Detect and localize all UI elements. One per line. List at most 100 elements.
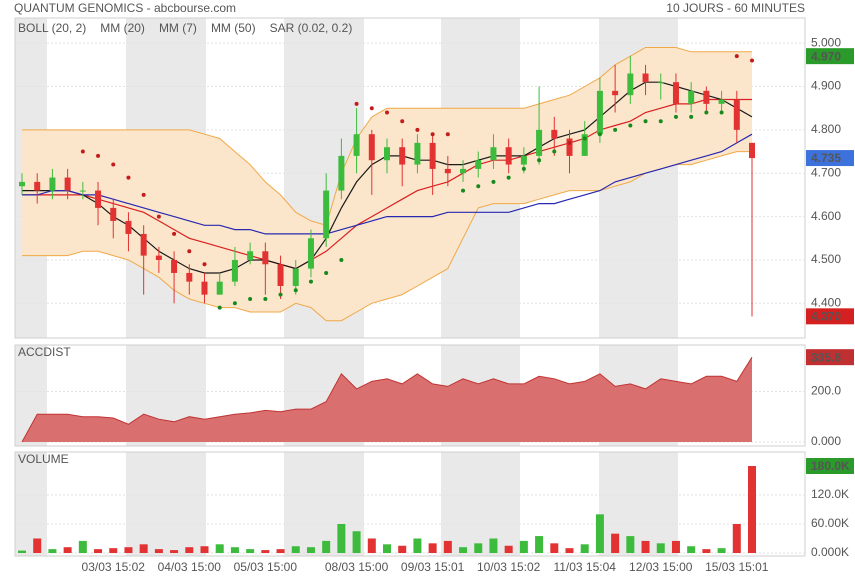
sar-dot [476,184,481,189]
volume-bar [413,538,422,553]
volume-bar [383,544,391,553]
x-tick-label: 05/03 15:00 [234,560,298,574]
candle-body [657,82,664,84]
y-tick-label: 5.000 [811,35,841,49]
candle-body [627,73,634,96]
day-band [284,452,364,556]
x-tick-label: 15/03 15:01 [705,560,769,574]
panel-frame [14,451,806,557]
candle-body [703,90,710,104]
candle-body [216,281,223,295]
value-marker-label: 4.970 [811,49,841,63]
band-area [22,47,752,321]
volume-bar [519,540,528,553]
sar-dot [673,114,678,119]
sar-dot [385,110,389,115]
y-tick-label: 4.600 [811,209,841,223]
volume-bar [322,540,331,553]
y-tick-label: 0.000 [811,434,841,448]
candle-body [262,251,269,265]
volume-bar [109,548,118,553]
sar-dot [96,153,101,158]
sar-dot [217,305,222,310]
candle-body [642,73,649,83]
volume-bar [550,543,559,553]
day-band [599,452,678,556]
candle-body [155,255,162,260]
sar-dot [80,149,85,154]
volume-bar [124,547,133,553]
volume-bar [732,524,741,553]
sar-dot [400,119,405,124]
candle-body [429,142,436,169]
candle-body [672,82,679,104]
sar-dot [172,231,177,236]
y-tick-label: 200.0 [811,384,841,398]
candle-body [201,281,208,295]
sar-dot [597,132,602,137]
candle-body [551,129,558,139]
candle-body [247,251,254,260]
sar-dot [202,262,207,267]
value-marker [806,458,854,475]
panel-title: ACCDIST [18,345,71,359]
sar-dot [537,158,542,163]
candle-body [475,160,482,169]
volume-bar [489,538,498,553]
x-tick-label: 03/03 15:02 [82,560,146,574]
panel-frame [14,344,806,447]
day-band [15,452,47,556]
volume-bar [18,550,26,553]
legend-entry: MM (7) [159,21,197,35]
sar-dot [445,132,450,137]
sar-dot [491,179,496,184]
volume-bar [48,549,57,553]
candle-body [612,90,619,96]
day-band [126,452,206,556]
volume-bar [200,546,209,553]
volume-bar [443,540,452,553]
volume-bar [352,531,361,553]
volume-bar [337,524,346,553]
sar-dot [354,101,359,106]
y-tick-label: 4.500 [811,252,841,266]
volume-bar [717,548,726,553]
x-tick-label: 12/03 15:00 [629,560,693,574]
candle-body [338,155,345,191]
page-title: QUANTUM GENOMICS - abcbourse.com [14,1,236,15]
x-tick-label: 09/03 15:01 [401,560,465,574]
volume-bar [595,514,604,553]
volume-bar [504,545,513,553]
y-tick-label: 4.900 [811,79,841,93]
candle-body [688,90,695,104]
sar-dot [719,110,724,115]
sar-dot [308,279,313,284]
value-marker [806,349,854,366]
sar-dot [278,292,283,297]
sar-dot [552,149,557,154]
accdist-line [21,356,753,443]
volume-bar [459,547,468,553]
volume-bar [276,549,285,553]
sar-dot [156,214,161,219]
volume-bar [398,545,407,553]
value-marker [806,150,854,167]
y-tick-label: 4.400 [811,295,841,309]
sar-dot [521,166,526,171]
candle-body [399,147,406,165]
sar-dot [750,58,754,63]
y-tick-label: 0.000K [811,545,849,559]
volume-bar [565,548,574,553]
sar-dot [369,106,374,111]
volume-bar [474,543,483,553]
candle-body [95,190,102,208]
candle-body [414,142,421,165]
candle-body [718,99,725,104]
sar-dot [339,257,344,262]
moving-average [22,133,753,235]
value-marker-label: 4.370 [811,309,841,323]
sar-dot [126,175,131,180]
volume-bar [656,543,665,553]
candle-body [231,259,238,282]
